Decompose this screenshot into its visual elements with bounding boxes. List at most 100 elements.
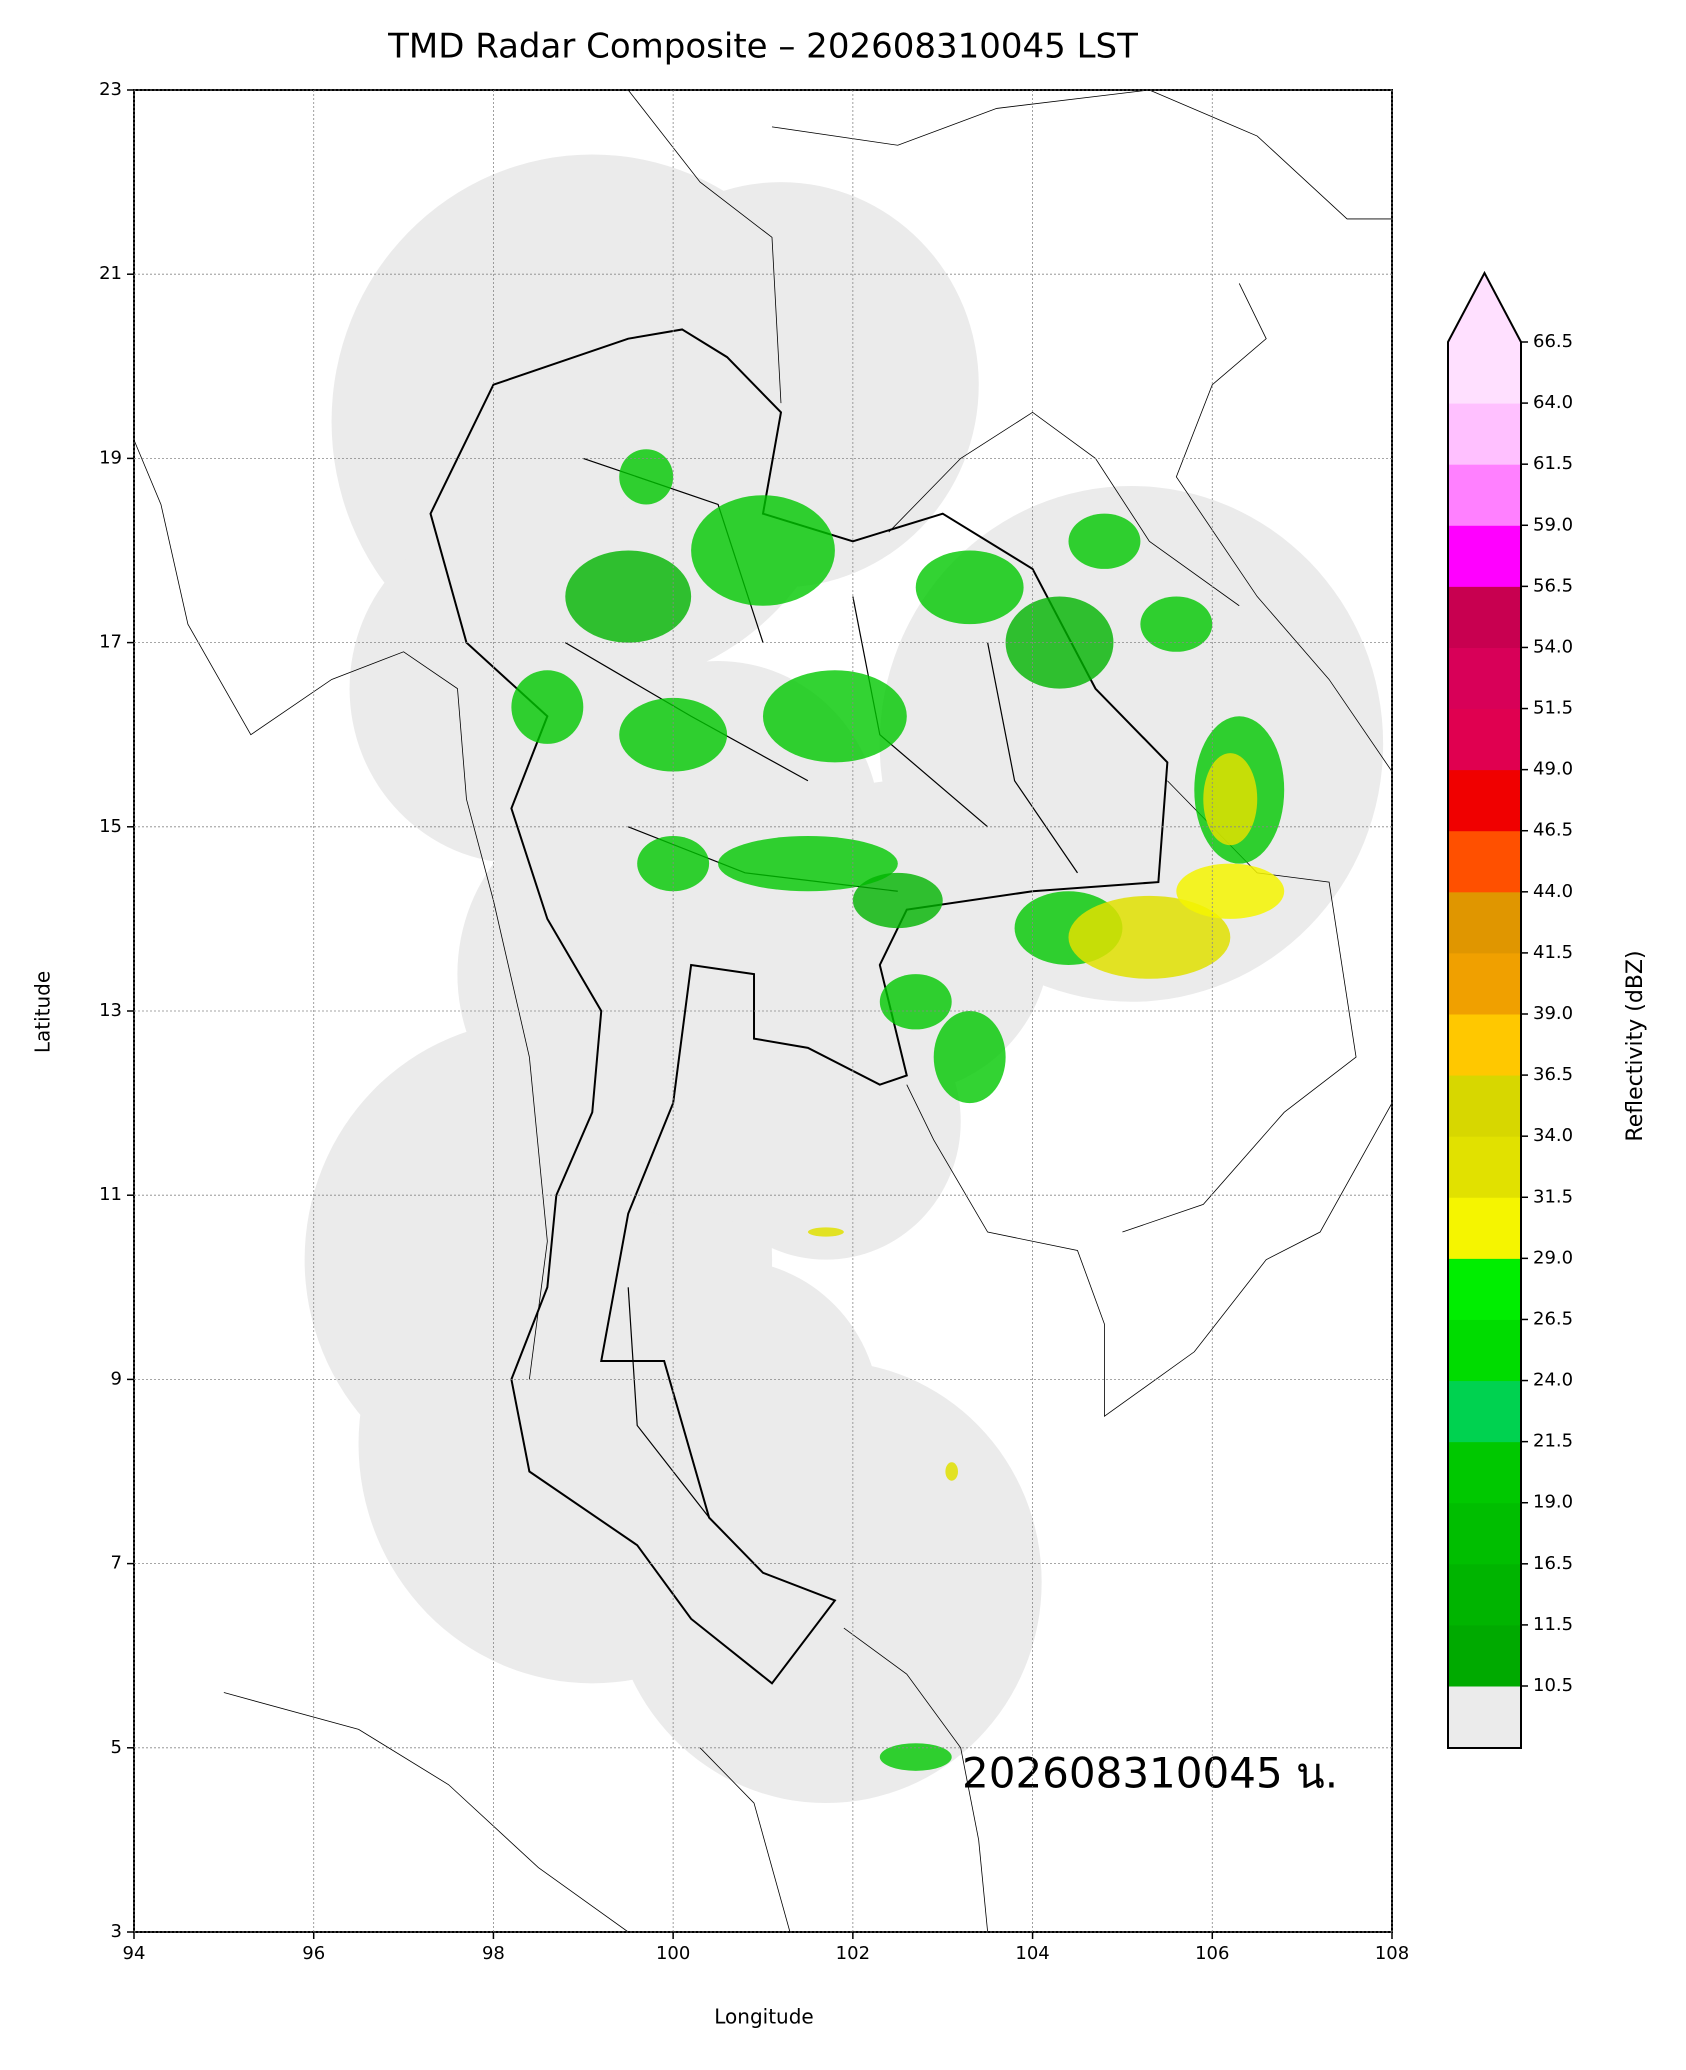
colorbar-tick-label: 64.0	[1533, 392, 1573, 413]
colorbar-extend	[1448, 273, 1521, 342]
echo	[1176, 863, 1285, 919]
colorbar-segment	[1448, 891, 1521, 954]
colorbar-segment	[1448, 1319, 1521, 1382]
colorbar-tick-label: 46.5	[1533, 820, 1573, 841]
y-tick-label: 13	[99, 1000, 122, 1021]
y-tick-label: 11	[99, 1184, 122, 1205]
colorbar-tick-label: 59.0	[1533, 514, 1573, 535]
x-tick-label: 106	[1195, 1943, 1229, 1964]
y-tick-label: 7	[111, 1553, 122, 1574]
colorbar-segment	[1448, 586, 1521, 648]
x-tick-label: 96	[302, 1943, 325, 1964]
colorbar-segment	[1448, 830, 1521, 893]
colorbar-segment	[1448, 769, 1521, 832]
colorbar-segment	[1448, 464, 1521, 526]
colorbar-tick-label: 34.0	[1533, 1125, 1573, 1146]
colorbar-frame	[1447, 270, 1522, 1749]
country-outline	[429, 328, 1169, 1685]
echo	[718, 836, 898, 892]
colorbar-tick-label: 24.0	[1533, 1370, 1573, 1391]
x-tick-label: 94	[123, 1943, 146, 1964]
coastline	[134, 439, 548, 1380]
echo	[1068, 895, 1231, 979]
colorbar-segment	[1448, 1380, 1521, 1443]
colorbar-segment	[1448, 1563, 1521, 1626]
coastline	[1175, 283, 1392, 772]
y-tick-label: 3	[111, 1921, 122, 1942]
map-area	[134, 90, 1392, 1932]
echo	[807, 1227, 844, 1237]
coastline	[906, 1084, 1392, 1418]
y-tick-label: 19	[99, 447, 122, 468]
echo	[762, 670, 907, 763]
colorbar-segment	[1448, 1136, 1521, 1198]
echo	[691, 495, 835, 606]
colorbar-tick-label: 36.5	[1533, 1064, 1573, 1085]
x-tick-label: 102	[836, 1943, 870, 1964]
colorbar-tick-label: 29.0	[1533, 1247, 1573, 1268]
colorbar-tick-label: 54.0	[1533, 636, 1573, 657]
colorbar-under	[1448, 1686, 1521, 1748]
chart-title: TMD Radar Composite – 202608310045 LST	[387, 27, 1138, 67]
colorbar-segment	[1448, 1197, 1521, 1259]
colorbar-tick-label: 16.5	[1533, 1553, 1573, 1574]
colorbar-segment	[1448, 403, 1521, 465]
echo	[879, 1743, 952, 1771]
coastline	[699, 1747, 791, 1932]
radar-coverage	[583, 182, 979, 588]
echo	[945, 1462, 958, 1481]
x-tick-label: 108	[1375, 1943, 1409, 1964]
echo	[511, 670, 584, 744]
colorbar-tick-label: 31.5	[1533, 1186, 1573, 1207]
colorbar-segment	[1448, 1258, 1521, 1320]
coastline	[843, 1627, 989, 1932]
coastline	[223, 1692, 629, 1932]
time-annotation: 202608310045 น.	[962, 1749, 1338, 1798]
colorbar-tick-label: 49.0	[1533, 759, 1573, 780]
colorbar-tick-label: 41.5	[1533, 942, 1573, 963]
colorbar-tick-label: 11.5	[1533, 1614, 1573, 1635]
echo	[879, 974, 952, 1030]
colorbar-segment	[1448, 342, 1521, 404]
y-tick-label: 15	[99, 816, 122, 837]
colorbar-tick-label: 56.5	[1533, 575, 1573, 596]
coastline	[888, 411, 1240, 607]
colorbar-label: Reflectivity (dBZ)	[1623, 950, 1648, 1141]
colorbar-segment	[1448, 647, 1521, 710]
x-tick-label: 100	[656, 1943, 690, 1964]
colorbar-segment	[1448, 952, 1521, 1015]
colorbar-tick-label: 61.5	[1533, 453, 1573, 474]
colorbar-segment	[1448, 1502, 1521, 1565]
echo	[565, 550, 692, 643]
x-tick-label: 104	[1015, 1943, 1049, 1964]
y-tick-label: 23	[99, 79, 122, 100]
coastline	[771, 90, 1392, 220]
colorbar-tick-label: 26.5	[1533, 1308, 1573, 1329]
colorbar-tick-label: 51.5	[1533, 698, 1573, 719]
colorbar-segment	[1448, 1441, 1521, 1504]
province-border	[627, 1287, 710, 1518]
colorbar-tick-label: 19.0	[1533, 1492, 1573, 1513]
echo	[933, 1011, 1006, 1104]
echo	[1203, 753, 1258, 846]
colorbar-segment	[1448, 708, 1521, 771]
province-border	[987, 642, 1078, 874]
x-tick-label: 98	[482, 1943, 505, 1964]
echo	[619, 449, 674, 505]
y-tick-label: 5	[111, 1737, 122, 1758]
y-tick-label: 17	[99, 632, 122, 653]
colorbar-segment	[1448, 1075, 1521, 1137]
colorbar-tick-label: 10.5	[1533, 1675, 1573, 1696]
y-axis-label: Latitude	[31, 971, 55, 1053]
echo	[1140, 596, 1213, 652]
y-tick-label: 9	[111, 1368, 122, 1389]
colorbar-tick-label: 39.0	[1533, 1003, 1573, 1024]
coastline	[627, 90, 782, 404]
radar-coverage	[691, 983, 961, 1260]
echo	[852, 872, 943, 929]
colorbar-segment	[1448, 1624, 1521, 1687]
echo	[1068, 513, 1141, 569]
x-axis-label: Longitude	[714, 2005, 813, 2029]
radar-coverage	[610, 1360, 1042, 1804]
